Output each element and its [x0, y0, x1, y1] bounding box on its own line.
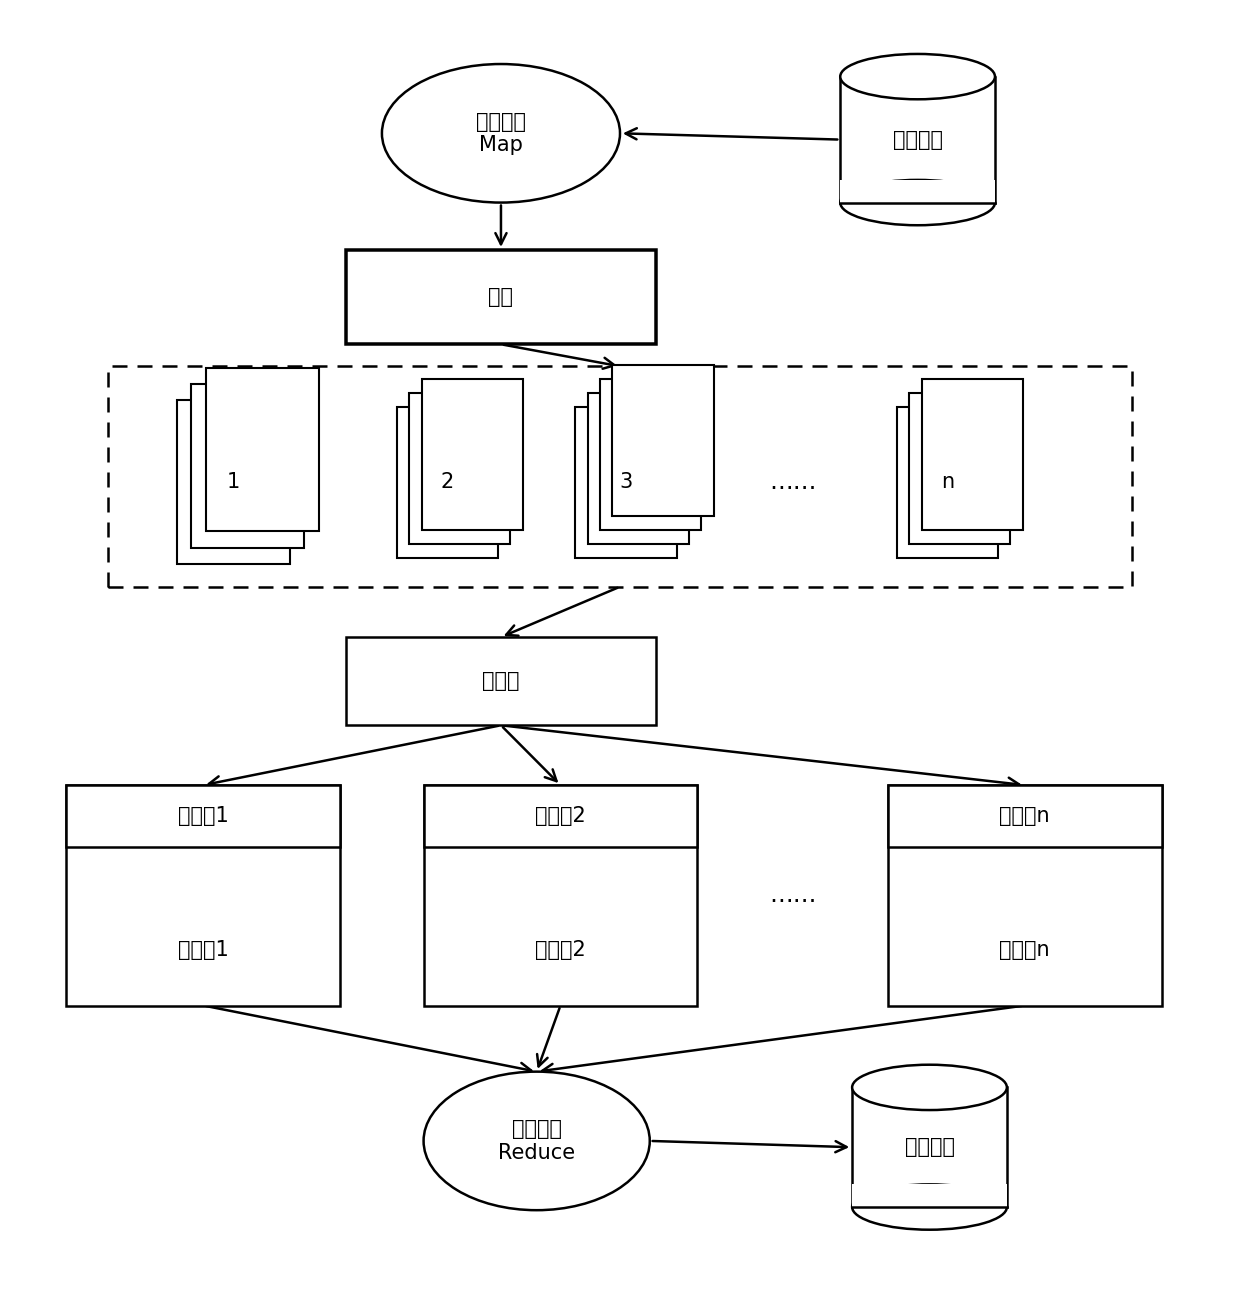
FancyBboxPatch shape: [600, 379, 702, 530]
FancyBboxPatch shape: [841, 180, 994, 202]
FancyBboxPatch shape: [191, 384, 304, 547]
Text: 1: 1: [227, 472, 239, 492]
Ellipse shape: [852, 1185, 1007, 1229]
FancyBboxPatch shape: [921, 379, 1023, 530]
Ellipse shape: [841, 180, 994, 226]
Text: 图像切片
Reduce: 图像切片 Reduce: [498, 1119, 575, 1162]
FancyBboxPatch shape: [176, 400, 290, 564]
Text: ……: ……: [769, 470, 816, 495]
FancyBboxPatch shape: [613, 365, 714, 516]
FancyBboxPatch shape: [346, 249, 656, 344]
FancyBboxPatch shape: [588, 392, 689, 544]
FancyBboxPatch shape: [575, 407, 677, 558]
FancyBboxPatch shape: [888, 785, 1162, 846]
FancyBboxPatch shape: [897, 407, 998, 558]
Text: 图像输出: 图像输出: [904, 1138, 955, 1157]
Text: 处理器2: 处理器2: [536, 941, 585, 960]
Text: n: n: [941, 472, 954, 492]
FancyBboxPatch shape: [909, 392, 1011, 544]
Text: 切片组1: 切片组1: [179, 806, 228, 827]
Ellipse shape: [852, 1065, 1007, 1110]
Ellipse shape: [841, 54, 994, 100]
FancyBboxPatch shape: [67, 785, 340, 1005]
Text: 调度器: 调度器: [482, 672, 520, 691]
Text: ……: ……: [769, 883, 816, 908]
Ellipse shape: [382, 64, 620, 202]
Text: 图像切片
Map: 图像切片 Map: [476, 112, 526, 155]
Text: 处理器1: 处理器1: [179, 941, 228, 960]
FancyBboxPatch shape: [346, 638, 656, 726]
Text: 图像输入: 图像输入: [893, 130, 942, 150]
FancyBboxPatch shape: [397, 407, 498, 558]
FancyBboxPatch shape: [422, 379, 523, 530]
FancyBboxPatch shape: [424, 785, 697, 846]
Text: 3: 3: [619, 472, 632, 492]
Text: 2: 2: [440, 472, 454, 492]
FancyBboxPatch shape: [67, 785, 340, 846]
Text: 切片组2: 切片组2: [536, 806, 585, 827]
FancyBboxPatch shape: [206, 367, 319, 531]
FancyBboxPatch shape: [409, 392, 511, 544]
FancyBboxPatch shape: [424, 785, 697, 1005]
Text: 处理器n: 处理器n: [999, 941, 1050, 960]
FancyBboxPatch shape: [852, 1185, 1007, 1207]
Ellipse shape: [424, 1072, 650, 1210]
FancyBboxPatch shape: [888, 785, 1162, 1005]
Text: 切片组n: 切片组n: [999, 806, 1050, 827]
Text: 切分: 切分: [489, 287, 513, 307]
